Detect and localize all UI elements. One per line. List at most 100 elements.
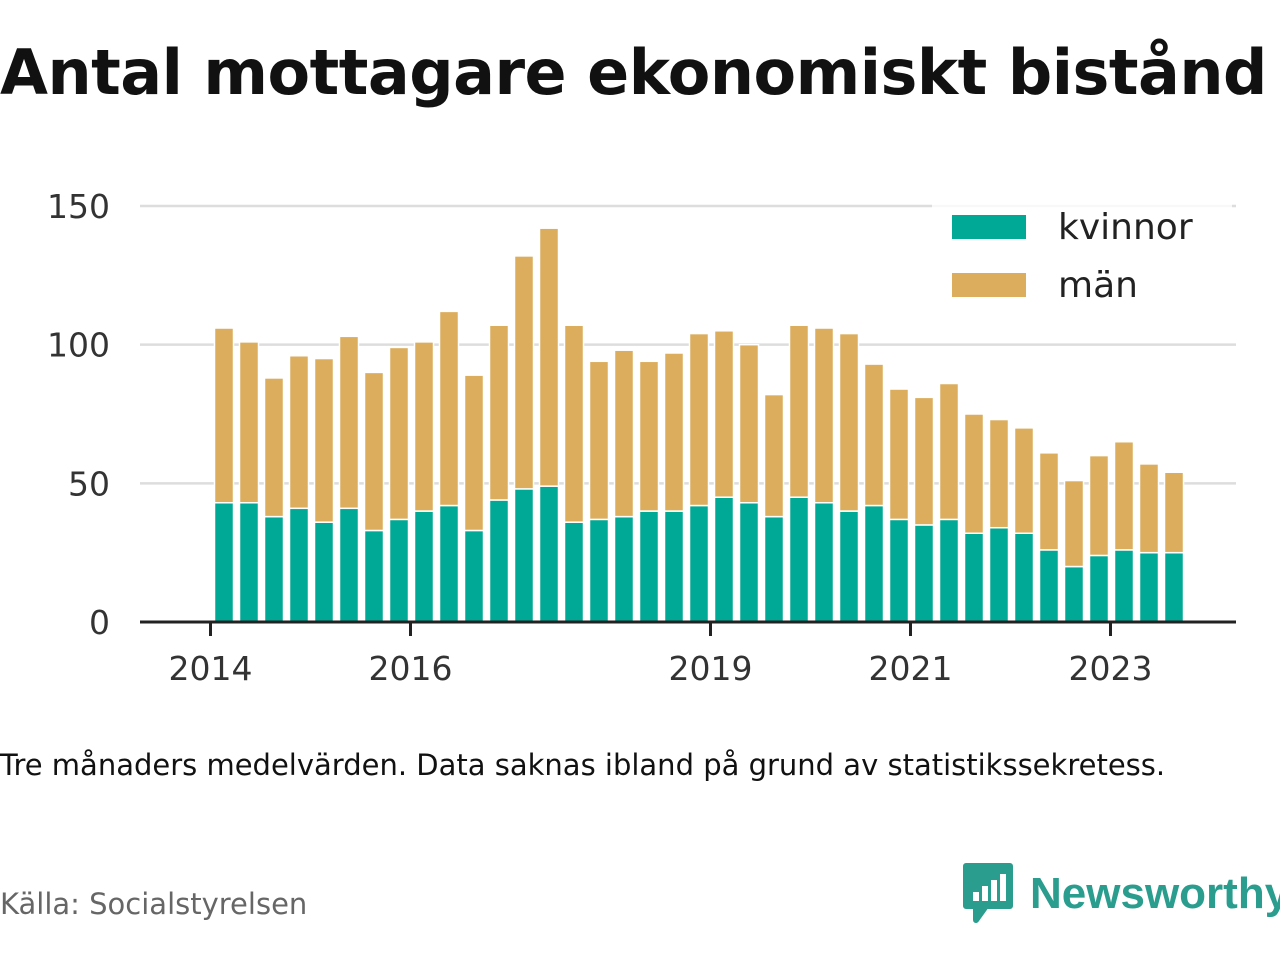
bar-man [413,341,435,512]
bar-kvinnor [338,507,360,623]
bar-man [813,327,835,504]
bar-man [363,371,385,532]
bar-man [1138,463,1160,554]
brand-name: Newsworthy [1030,869,1280,918]
bar-man [213,327,235,504]
bar-man [863,363,885,507]
source-credit: Källa: Socialstyrelsen [0,887,308,921]
bar-man [263,377,285,518]
bar-kvinnor [488,499,510,623]
bar-man [438,310,460,507]
x-tick-label: 2016 [369,649,453,688]
bar-kvinnor [213,501,235,623]
bar-kvinnor [413,510,435,623]
chart-title: Antal mottagare ekonomiskt bistånd [0,36,1267,109]
bar-kvinnor [1038,549,1060,623]
bar-kvinnor [638,510,660,623]
bar-kvinnor [388,518,410,623]
bar-chart-speech-bubble-icon [963,863,1013,923]
bar-man [538,227,560,487]
bar-man [513,255,535,490]
axes: 0 50 100 150 2014 2016 2019 2021 2023 [47,187,1236,688]
bar-kvinnor [1163,551,1185,623]
bar-kvinnor [513,488,535,623]
legend-label: män [1058,265,1138,306]
x-tick-label: 2023 [1069,649,1153,688]
bar-man [1013,427,1035,535]
y-tick-label: 50 [68,464,110,503]
bar-kvinnor [838,510,860,623]
bar-kvinnor [438,504,460,623]
x-tick-label: 2021 [869,649,953,688]
bar-kvinnor [313,521,335,623]
bar-kvinnor [813,501,835,623]
bar-man [688,332,710,507]
bar-kvinnor [363,529,385,623]
bar-kvinnor [1138,551,1160,623]
bar-man [563,324,585,523]
bar-man [1038,452,1060,551]
bar-man [963,413,985,535]
bar-kvinnor [738,501,760,623]
bar-kvinnor [1088,554,1110,623]
bar-kvinnor [463,529,485,623]
bar-kvinnor [863,504,885,623]
bar-man [1063,479,1085,568]
bar-kvinnor [538,485,560,623]
bar-kvinnor [288,507,310,623]
x-tick-label: 2019 [669,649,753,688]
legend-swatch [952,215,1026,239]
legend-swatch [952,273,1026,297]
bar-man [463,374,485,532]
bar-kvinnor [913,524,935,623]
bar-man [838,332,860,512]
bar-man [613,349,635,518]
bar-kvinnor [788,496,810,623]
stacked-bar-chart: 0 50 100 150 2014 2016 2019 2021 2023 kvinnor män [47,187,1236,688]
bar-man [338,335,360,510]
bar-man [763,393,785,518]
bar-man [938,382,960,521]
bar-man [288,355,310,510]
bar-man [1113,440,1135,551]
newsworthy-logo[interactable]: Newsworthy [962,862,1280,926]
bar-kvinnor [663,510,685,623]
bar-kvinnor [988,526,1010,623]
y-tick-label: 150 [47,187,110,226]
bar-man [388,346,410,521]
bar-man [788,324,810,498]
bar-kvinnor [963,532,985,623]
bar-man [638,360,660,512]
bar-kvinnor [613,515,635,623]
bar-kvinnor [763,515,785,623]
bar-man [738,343,760,504]
legend: kvinnor män [932,196,1232,316]
chart-note: Tre månaders medelvärden. Data saknas ib… [0,748,1166,782]
y-tick-label: 0 [89,603,110,642]
bar-kvinnor [938,518,960,623]
bar-kvinnor [263,515,285,623]
bar-kvinnor [563,521,585,623]
bar-man [313,357,335,523]
legend-label: kvinnor [1058,207,1193,248]
bar-man [1088,454,1110,557]
bar-man [1163,471,1185,554]
bar-kvinnor [1013,532,1035,623]
bar-kvinnor [1063,565,1085,623]
bar-kvinnor [588,518,610,623]
bar-kvinnor [688,504,710,623]
bars [213,227,1185,623]
bar-man [663,352,685,512]
bar-man [888,388,910,521]
bar-kvinnor [888,518,910,623]
bar-man [913,396,935,526]
bar-man [588,360,610,521]
bar-man [713,330,735,498]
x-tick-label: 2014 [169,649,253,688]
bar-kvinnor [238,501,260,623]
bar-man [988,418,1010,529]
bar-man [488,324,510,501]
bar-kvinnor [1113,549,1135,623]
y-tick-label: 100 [47,326,110,365]
bar-man [238,341,260,504]
